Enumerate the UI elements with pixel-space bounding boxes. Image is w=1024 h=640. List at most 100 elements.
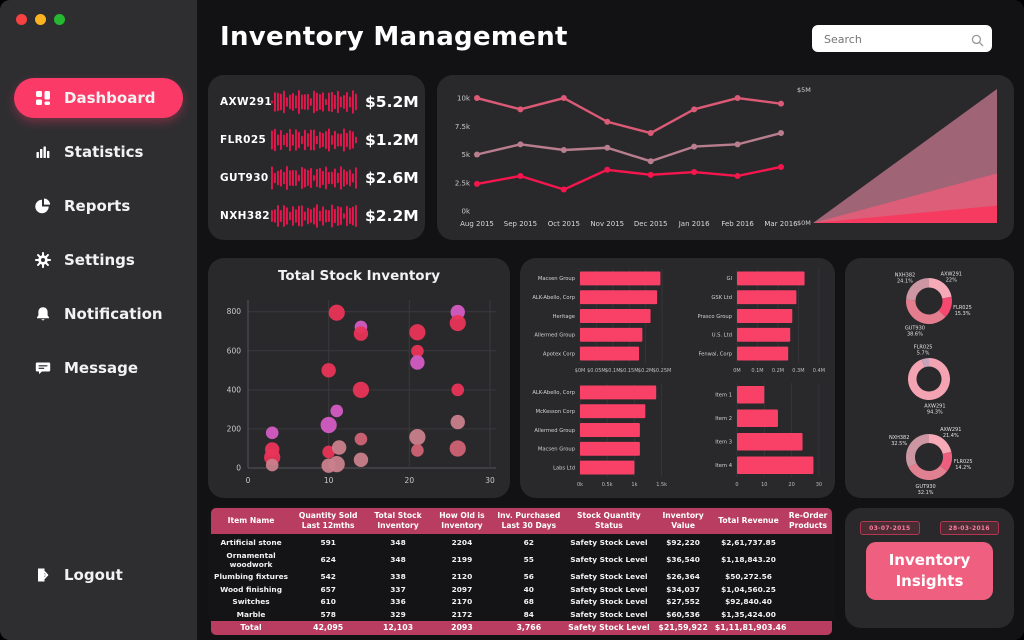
table-header-cell: Quantity Sold Last 12mths — [291, 508, 366, 537]
dashboard-grid-icon — [34, 89, 52, 107]
table-cell: Wood finishing — [220, 584, 282, 594]
svg-text:0.4M: 0.4M — [813, 368, 825, 374]
search-input[interactable] — [822, 25, 966, 54]
svg-text:Fenwal, Corp: Fenwal, Corp — [698, 351, 732, 357]
svg-text:Oct 2015: Oct 2015 — [548, 220, 580, 228]
audio-waveform-icon — [271, 165, 360, 191]
svg-text:600: 600 — [227, 346, 242, 355]
svg-text:Sep 2015: Sep 2015 — [504, 220, 537, 228]
product-value: $1.2M — [365, 131, 419, 149]
table-total-cell: 42,095 — [291, 620, 366, 636]
sidebar-item-message[interactable]: Message — [14, 348, 183, 388]
window-controls — [16, 14, 65, 25]
monthly-trend-card: 0k 2.5k 5k 7.5k 10k Aug 2015 Sep 2015 Oct 2015 N… — [437, 75, 1014, 240]
sidebar-item-reports[interactable]: Reports — [14, 186, 183, 226]
sidebar-item-label: Statistics — [64, 143, 144, 161]
table-cell: 348 — [390, 555, 406, 565]
svg-text:McKesson Corp: McKesson Corp — [536, 409, 576, 415]
product-code: FLR025 — [220, 134, 267, 146]
inventory-insights-card: 03-07-2015 28-03-2016 Inventory Insights — [845, 508, 1014, 628]
table-total-cell: 3,766 — [493, 620, 565, 636]
svg-text:0: 0 — [236, 464, 241, 473]
svg-text:400: 400 — [227, 385, 242, 394]
table-cell: 56 — [523, 572, 534, 582]
table-cell: 55 — [523, 555, 534, 565]
table-total-cell: Total — [211, 620, 292, 636]
svg-text:GI: GI — [726, 276, 732, 282]
audio-waveform-icon — [271, 203, 360, 229]
search-magnifier-icon[interactable] — [971, 32, 984, 51]
svg-text:30: 30 — [485, 476, 495, 485]
svg-text:0k: 0k — [461, 208, 470, 216]
table-cell: 2097 — [451, 584, 473, 594]
sidebar-item-label: Reports — [64, 197, 131, 215]
table-cell: 337 — [390, 584, 406, 594]
svg-text:0: 0 — [246, 476, 251, 485]
audio-waveform-icon — [271, 127, 360, 153]
svg-text:7.5k: 7.5k — [455, 123, 471, 131]
date-from-chip[interactable]: 03-07-2015 — [860, 521, 920, 535]
total-stock-scatter-chart: 0 200 400 600 800 0 10 20 30 — [212, 288, 506, 492]
svg-text:10k: 10k — [457, 95, 471, 103]
table-header-cell: Re-Order Products — [784, 508, 832, 537]
product-row: NXH382 $2.2M — [220, 199, 419, 233]
monthly-trend-line-chart: 0k 2.5k 5k 7.5k 10k Aug 2015 Sep 2015 Oct 2015 N… — [443, 79, 798, 235]
svg-text:Allermed Group: Allermed Group — [534, 333, 575, 339]
table-header-cell: Total Revenue — [712, 508, 785, 537]
product-share-card: AXW291 22% FLR025 15.3% GUT930 38.6% NXH382 24.… — [845, 258, 1014, 498]
product-share-donut-bottom: AXW291 21.4% FLR025 14.2% GUT930 32.1% NXH382 3… — [849, 418, 1009, 496]
sidebar-item-label: Settings — [64, 251, 135, 269]
product-share-donut-mid: AXW291 94.3% FLR025 5.7% — [849, 342, 1009, 416]
minimize-button[interactable] — [35, 14, 46, 25]
svg-text:$0.05M: $0.05M — [587, 368, 606, 374]
logout-button[interactable]: Logout — [14, 566, 123, 584]
close-button[interactable] — [16, 14, 27, 25]
sidebar-item-settings[interactable]: Settings — [14, 240, 183, 280]
svg-text:GSK Ltd: GSK Ltd — [711, 295, 732, 301]
table-cell: 2199 — [451, 555, 473, 565]
svg-text:Allermed Group: Allermed Group — [534, 428, 575, 434]
table-row: Ornamental woodwork 624 348 2199 55 Safety St… — [211, 549, 832, 571]
table-cell: 2120 — [451, 572, 473, 582]
table-cell — [784, 583, 832, 595]
table-total-cell: 12,103 — [365, 620, 431, 636]
inventory-insights-button[interactable]: Inventory Insights — [866, 542, 993, 600]
table-cell — [784, 596, 832, 608]
pie-chart-icon — [34, 197, 52, 215]
svg-text:$0.15M: $0.15M — [620, 368, 639, 374]
product-row: GUT930 $2.6M — [220, 161, 419, 195]
table-cell: Switches — [232, 597, 270, 607]
date-to-chip[interactable]: 28-03-2016 — [939, 521, 999, 535]
table-cell: $1,35,424.00 — [721, 609, 776, 619]
sidebar-item-dashboard[interactable]: Dashboard — [14, 78, 183, 118]
svg-text:Mar 2016: Mar 2016 — [764, 220, 798, 228]
table-cell: 657 — [320, 584, 336, 594]
search-box — [812, 25, 992, 54]
svg-text:800: 800 — [227, 307, 242, 316]
table-cell: Safety Stock Level — [570, 538, 648, 548]
svg-text:20: 20 — [405, 476, 415, 485]
table-cell: 2172 — [451, 609, 473, 619]
table-cell: 578 — [320, 609, 336, 619]
product-row: FLR025 $1.2M — [220, 123, 419, 157]
total-stock-card: Total Stock Inventory 0 200 400 600 800 0 10 20… — [208, 258, 510, 498]
svg-text:$0M: $0M — [797, 219, 811, 227]
sidebar-item-notification[interactable]: Notification — [14, 294, 183, 334]
table-total-cell: Safety Stock Level — [564, 620, 654, 636]
date-range: 03-07-2015 28-03-2016 — [845, 521, 1014, 535]
table-cell: $92,840.40 — [725, 597, 772, 607]
zoom-button[interactable] — [54, 14, 65, 25]
sidebar-item-statistics[interactable]: Statistics — [14, 132, 183, 172]
svg-text:Prasco Group: Prasco Group — [697, 314, 732, 320]
table-cell: $36,540 — [666, 555, 700, 565]
svg-text:Apotex Corp: Apotex Corp — [543, 351, 576, 357]
chart-title: Total Stock Inventory — [277, 268, 441, 284]
table-cell: 624 — [320, 555, 336, 565]
gear-icon — [34, 251, 52, 269]
svg-text:$0.2M: $0.2M — [638, 368, 653, 374]
